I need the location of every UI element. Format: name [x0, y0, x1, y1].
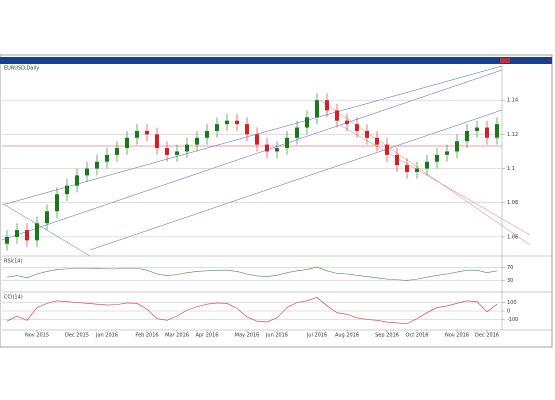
trend-line	[4, 204, 91, 257]
candle-body	[175, 151, 179, 155]
candle-body	[155, 134, 159, 149]
candle-body	[435, 154, 439, 162]
candle-body	[465, 130, 469, 142]
candle-body	[195, 137, 199, 145]
pane-title: CCI(14)	[4, 295, 23, 301]
candle-body	[65, 185, 69, 195]
indicator-line	[6, 297, 498, 325]
candle-body	[455, 141, 459, 152]
candle-body	[245, 124, 249, 135]
candle-body	[15, 230, 19, 237]
x-tick-label: Nov 2016	[445, 333, 469, 339]
candle-body	[215, 124, 219, 131]
candle-body	[295, 127, 299, 138]
y-tick-label: 70	[507, 265, 513, 271]
candle-body	[385, 144, 389, 155]
candle-body	[45, 211, 49, 224]
chart-title: EURUSD,Daily	[4, 66, 39, 72]
y-tick-label: 1.08	[507, 200, 518, 206]
candle-body	[415, 168, 419, 172]
candle-body	[235, 120, 239, 125]
y-tick-label: 1.12	[507, 132, 518, 138]
candle-body	[125, 137, 129, 149]
candle-body	[395, 154, 399, 166]
x-tick-label: May 2016	[235, 333, 260, 339]
toolbar	[0, 57, 552, 64]
toolbar-button[interactable]	[500, 58, 510, 63]
candle-body	[55, 194, 59, 212]
candle-body	[105, 154, 109, 162]
candle-body	[405, 165, 409, 172]
candle-body	[95, 161, 99, 169]
x-tick-label: Nov 2015	[25, 333, 49, 339]
channel-line	[1, 69, 503, 241]
candle-body	[135, 130, 139, 138]
x-tick-label: Jan 2016	[95, 333, 118, 339]
x-tick-label: Mar 2016	[165, 333, 189, 339]
channel-line	[339, 124, 531, 236]
y-tick-label: 1.14	[507, 98, 518, 104]
candle-body	[445, 151, 449, 155]
channel-line	[1, 65, 503, 206]
candle-body	[335, 110, 339, 121]
candle-body	[375, 137, 379, 145]
y-tick-label: 1.06	[507, 234, 518, 240]
candle-body	[495, 124, 499, 138]
candle-body	[205, 130, 209, 138]
candle-body	[325, 100, 329, 111]
x-tick-label: Jun 2016	[265, 333, 288, 339]
candle-body	[165, 148, 169, 155]
y-tick-label: -100	[507, 317, 518, 323]
candle-body	[315, 100, 319, 118]
channel-line	[89, 109, 503, 251]
x-tick-label: Oct 2016	[406, 333, 429, 339]
window-frame	[0, 54, 553, 348]
x-tick-label: Jul 2016	[306, 333, 327, 339]
candle-body	[425, 161, 429, 169]
y-tick-label: 1.1	[507, 166, 515, 172]
x-tick-label: Dec 2016	[475, 333, 499, 339]
candle-body	[285, 137, 289, 149]
x-tick-label: Sep 2016	[375, 333, 399, 339]
pane-title: RSI(14)	[4, 259, 22, 265]
candle-body	[225, 120, 229, 125]
candle-body	[345, 120, 349, 125]
candle-body	[255, 134, 259, 145]
x-tick-label: Feb 2016	[135, 333, 158, 339]
candle-body	[475, 127, 479, 131]
candle-body	[305, 117, 309, 128]
y-tick-label: 0	[507, 309, 510, 315]
candle-body	[265, 144, 269, 152]
candle-body	[365, 130, 369, 138]
candle-body	[25, 230, 29, 241]
candle-body	[75, 175, 79, 186]
x-tick-label: Aug 2016	[335, 333, 359, 339]
x-tick-label: Dec 2015	[65, 333, 89, 339]
candle-body	[85, 168, 89, 176]
y-tick-label: 100	[507, 300, 517, 306]
candle-body	[485, 127, 489, 138]
candle-body	[275, 148, 279, 152]
candle-body	[115, 148, 119, 155]
candle-body	[355, 124, 359, 131]
candle-body	[5, 236, 9, 244]
candle-body	[145, 130, 149, 135]
x-tick-label: Apr 2016	[196, 333, 219, 339]
indicator-line	[6, 266, 498, 281]
y-tick-label: 30	[507, 278, 513, 284]
candle-body	[185, 144, 189, 152]
candle-body	[35, 223, 39, 241]
